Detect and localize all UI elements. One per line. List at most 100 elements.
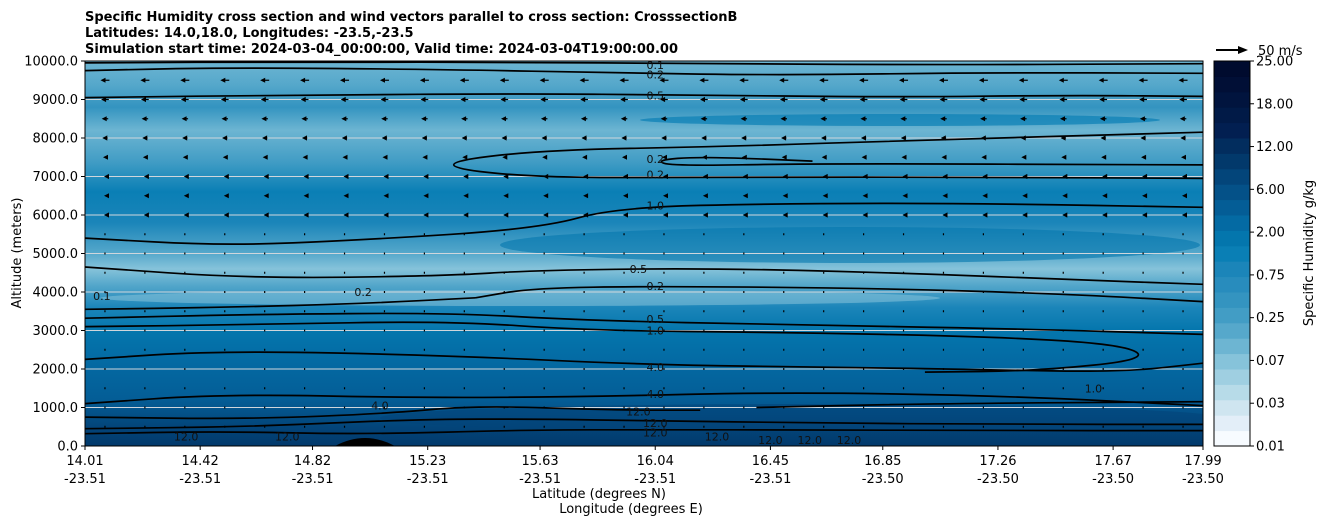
wind-vector-head bbox=[343, 193, 349, 199]
wind-vector bbox=[583, 425, 585, 428]
colorbar-tick-label: 0.75 bbox=[1256, 268, 1285, 283]
wind-vector bbox=[104, 329, 106, 332]
wind-vector bbox=[623, 368, 625, 370]
wind-vector bbox=[104, 291, 106, 293]
wind-vector bbox=[902, 271, 905, 274]
contour-line-0.2 bbox=[453, 131, 1203, 180]
wind-vector bbox=[264, 271, 266, 274]
wind-vector bbox=[144, 387, 146, 390]
contour-label: 12.0 bbox=[758, 434, 783, 447]
wind-vector-head bbox=[702, 212, 708, 218]
wind-vector bbox=[503, 310, 505, 313]
wind-vector-head bbox=[742, 173, 748, 180]
wind-vector-head bbox=[142, 154, 148, 160]
wind-vector-head bbox=[421, 116, 427, 122]
wind-vector bbox=[1102, 368, 1104, 370]
wind-vector-head bbox=[819, 77, 825, 83]
wind-vector-head bbox=[463, 193, 469, 199]
wind-vector bbox=[703, 252, 705, 255]
colorbar-segment bbox=[1214, 76, 1250, 93]
wind-vector-head bbox=[1182, 212, 1187, 218]
contour-line-4.0 bbox=[85, 392, 1203, 407]
wind-vector bbox=[224, 252, 226, 255]
wind-vector-head bbox=[543, 193, 549, 199]
wind-reference-arrowhead bbox=[1238, 46, 1248, 54]
humidity-band-upper bbox=[640, 114, 1160, 126]
wind-vector-head bbox=[540, 116, 546, 122]
wind-vector-head bbox=[822, 173, 828, 180]
wind-vector bbox=[863, 252, 865, 255]
wind-vector bbox=[823, 406, 825, 409]
wind-vector bbox=[423, 348, 425, 351]
wind-vector-head bbox=[262, 154, 268, 160]
wind-vector bbox=[184, 368, 186, 370]
wind-vector-head bbox=[941, 154, 947, 160]
wind-vector-head bbox=[1180, 135, 1186, 141]
wind-vector-head bbox=[699, 77, 705, 83]
wind-vector-head bbox=[1022, 173, 1028, 180]
wind-vector bbox=[1142, 368, 1144, 370]
wind-vector bbox=[1142, 252, 1144, 255]
wind-vector-head bbox=[701, 154, 707, 160]
wind-vector bbox=[304, 387, 306, 390]
wind-vector-head bbox=[340, 96, 346, 103]
y-tick-label: 8000.0 bbox=[33, 132, 79, 147]
wind-vector bbox=[503, 406, 505, 409]
colorbar-segment bbox=[1214, 307, 1250, 324]
wind-vector-head bbox=[779, 77, 785, 83]
wind-vector bbox=[623, 271, 625, 274]
wind-vector-head bbox=[663, 173, 668, 180]
x-tick-label-lat: 17.67 bbox=[1095, 454, 1132, 469]
wind-vector-head bbox=[939, 96, 945, 103]
wind-vector bbox=[1022, 368, 1024, 370]
wind-vector bbox=[423, 329, 425, 332]
wind-vector-head bbox=[1141, 154, 1147, 160]
wind-vector bbox=[224, 368, 226, 370]
wind-vector bbox=[1142, 271, 1144, 274]
wind-vector bbox=[743, 252, 745, 255]
wind-vector bbox=[863, 368, 865, 370]
y-tick-label: 10000.0 bbox=[24, 55, 78, 70]
wind-vector-head bbox=[180, 77, 186, 83]
x-tick-label-lat: 15.23 bbox=[409, 454, 446, 469]
wind-vector-head bbox=[1060, 116, 1065, 122]
contour-line-12.0 bbox=[85, 428, 1203, 435]
wind-vector bbox=[663, 348, 665, 351]
wind-vector bbox=[743, 271, 745, 274]
wind-vector-head bbox=[183, 173, 189, 180]
contour-label: 1.0 bbox=[646, 325, 664, 338]
wind-vector bbox=[1022, 291, 1024, 293]
contour-line-12.0 bbox=[85, 418, 1203, 430]
wind-vector-head bbox=[383, 212, 389, 218]
title-line-3: Simulation start time: 2024-03-04_00:00:… bbox=[85, 42, 678, 57]
wind-vector-head bbox=[540, 96, 546, 103]
contour-label: 0.5 bbox=[646, 313, 664, 326]
wind-vector-head bbox=[782, 212, 788, 218]
wind-vector bbox=[1062, 425, 1064, 428]
wind-vector-head bbox=[303, 193, 309, 199]
wind-vector-head bbox=[620, 116, 626, 122]
wind-vector bbox=[304, 329, 306, 332]
wind-vector bbox=[1102, 406, 1104, 409]
wind-vector bbox=[144, 252, 146, 255]
wind-vector-head bbox=[701, 135, 707, 141]
contour-label: 12.0 bbox=[275, 430, 300, 443]
y-tick-label: 7000.0 bbox=[33, 170, 79, 185]
wind-vector-head bbox=[1020, 135, 1026, 141]
wind-vector-head bbox=[860, 116, 866, 122]
wind-vector bbox=[1022, 406, 1024, 409]
contour-label: 12.0 bbox=[837, 434, 862, 447]
x-axis-label-longitude: Longitude (degrees E) bbox=[559, 502, 703, 517]
colorbar-segment bbox=[1214, 399, 1250, 416]
wind-vector-head bbox=[739, 96, 745, 103]
wind-vector-head bbox=[261, 116, 267, 122]
wind-vector bbox=[982, 271, 984, 274]
wind-vector bbox=[543, 233, 545, 236]
wind-vector bbox=[743, 348, 745, 351]
wind-vector bbox=[743, 406, 745, 409]
wind-vector bbox=[423, 368, 425, 370]
wind-vector-head bbox=[104, 193, 109, 199]
wind-vector-head bbox=[622, 154, 627, 160]
wind-vector bbox=[743, 329, 745, 332]
colorbar-segment bbox=[1214, 199, 1250, 216]
